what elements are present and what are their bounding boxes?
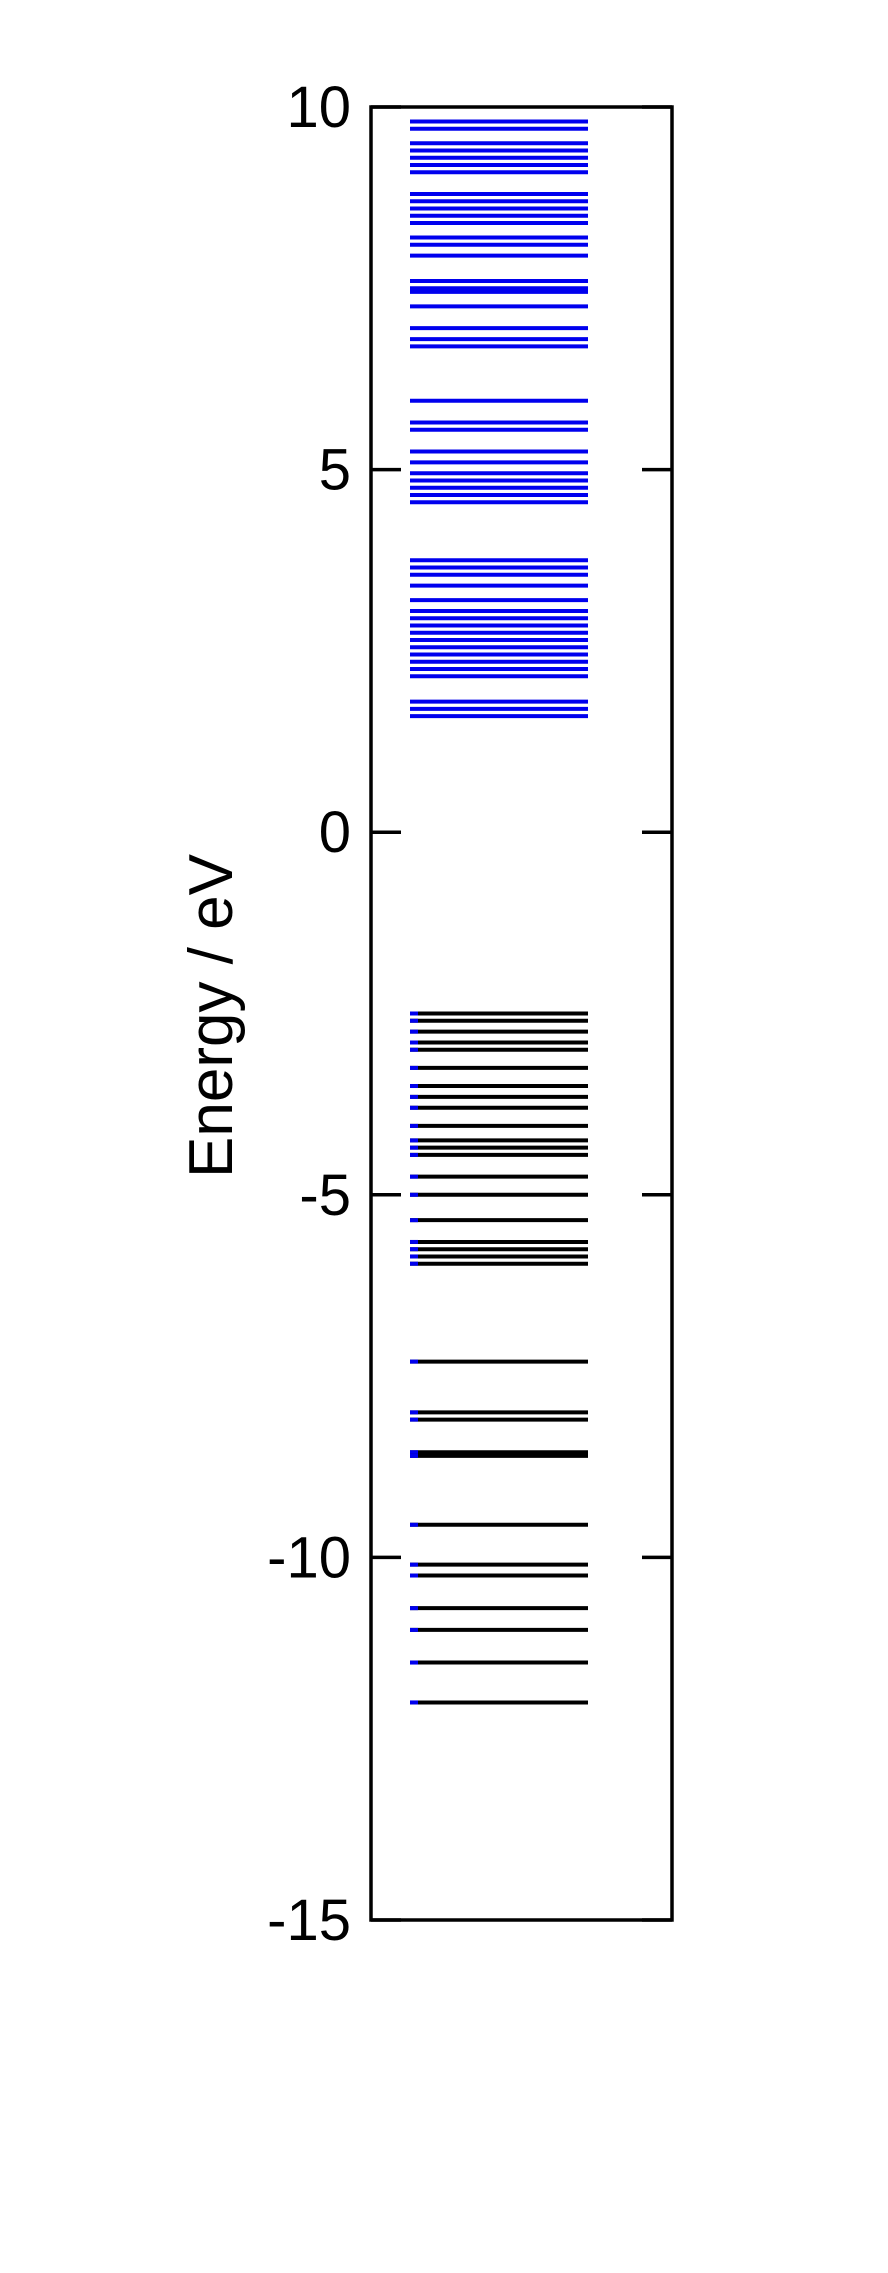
y-axis-ticks: 10 5 0 -5 -10 -15	[267, 75, 672, 1953]
plot-frame	[369, 105, 674, 1922]
y-tick-label: 5	[319, 438, 351, 503]
y-tick-label: -5	[299, 1163, 351, 1228]
y-tick-label: -10	[267, 1525, 351, 1590]
y-tick-label: 10	[286, 75, 351, 140]
y-tick-label: 0	[319, 800, 351, 865]
energy-levels	[410, 119, 588, 1705]
y-tick-label: -15	[267, 1888, 351, 1953]
y-axis-label: Energy / eV	[177, 853, 246, 1178]
